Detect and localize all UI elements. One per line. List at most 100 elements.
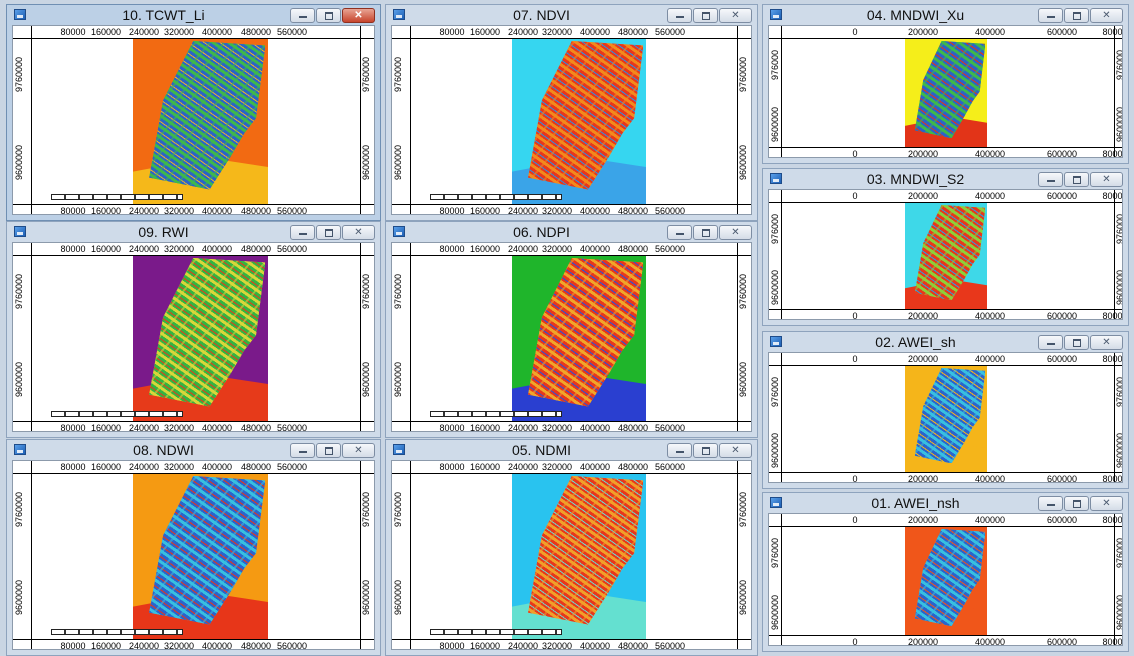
maximize-button[interactable] [1064,8,1089,23]
x-tick-label: 80000 [60,27,86,37]
minimize-button[interactable] [290,8,315,23]
map-window-rwi[interactable]: 09. RWI800001600002400003200004000004800… [6,221,381,438]
close-button[interactable] [1090,172,1123,187]
close-button[interactable] [719,225,752,240]
minimize-button[interactable] [1038,8,1063,23]
maximize-button[interactable] [1064,335,1089,350]
window-titlebar[interactable]: 06. NDPI [386,222,757,242]
map-window-ndpi[interactable]: 06. NDPI 80000160000240000320000400000480… [385,221,758,438]
axis-line [360,461,361,649]
map-view[interactable]: 0200000400000600000800000200000400000600… [768,352,1123,483]
map-view[interactable]: 80000 160000 240000 320000 400000 480000 56000… [12,460,375,650]
maximize-button[interactable] [316,225,341,240]
close-button[interactable] [719,443,752,458]
x-tick-label: 400000 [201,244,233,254]
map-window-awei_sh[interactable]: 02. AWEI_sh02000004000006000008000002000… [762,331,1129,489]
map-window-mndwi_s2[interactable]: 03. MNDWI_S20200000400000600000800000200… [762,168,1129,326]
minimize-button[interactable] [667,8,692,23]
close-button[interactable] [342,443,375,458]
axis-line [410,243,411,431]
x-tick-label: 400000 [201,641,233,650]
close-button[interactable] [342,225,375,240]
x-tick-label: 480000 [617,423,649,432]
y-tick-label-right: 9600000 [1115,433,1123,469]
minimize-button[interactable] [1038,335,1063,350]
close-button[interactable] [1090,496,1123,511]
window-titlebar[interactable]: 02. AWEI_sh [763,332,1128,352]
y-tick-label-left: 976000 [770,214,780,245]
map-window-tcwt[interactable]: 10. TCWT_Li80000160000240000320000400000… [6,4,381,221]
map-view[interactable]: 80000 160000 240000 320000 400000 480000 56000… [12,25,375,215]
x-tick-label: 480000 [240,423,272,432]
minimize-button[interactable] [667,443,692,458]
y-tick-label-right: 9600000 [738,362,748,398]
y-tick-label-left: 9760000 [14,492,24,528]
x-tick-label: 400000 [579,423,611,432]
map-view[interactable]: 80000 160000 240000 320000 400000 480000 56000… [391,242,752,432]
minimize-button[interactable] [667,225,692,240]
minimize-button[interactable] [1038,172,1063,187]
axis-line [13,38,374,39]
x-axis-labels-top: 80000 160000 240000 320000 400000 480000 56000… [392,244,751,254]
close-button[interactable] [1090,8,1123,23]
x-tick-label: 480000 [240,641,272,650]
maximize-button[interactable] [693,8,718,23]
x-tick-label: 320000 [541,244,573,254]
maximize-button[interactable] [693,225,718,240]
map-view[interactable]: 80000 160000 240000 320000 400000 480000 56000… [391,25,752,215]
map-window-ndmi[interactable]: 05. NDMI80000160000240000320000400000480… [385,439,758,656]
map-view[interactable]: 80000 160000 240000 320000 400000 480000 56000… [12,242,375,432]
x-tick-label: 600000 [1046,27,1078,37]
close-button[interactable] [1090,335,1123,350]
axis-line [737,26,738,214]
window-titlebar[interactable]: 08. NDWI [7,440,380,460]
window-controls [1038,496,1123,511]
axis-line [1114,190,1115,319]
x-tick-label: 480000 [617,27,649,37]
x-axis-labels-bottom: 0 200000 400000 600000 80000 [769,311,1122,319]
x-tick-label: 160000 [90,462,122,472]
x-tick-label: 560000 [654,423,686,432]
close-button[interactable] [719,8,752,23]
x-tick-label: 480000 [240,244,272,254]
map-window-mndwi_xu[interactable]: 04. MNDWI_Xu0200000400000600000800000200… [762,4,1129,164]
map-view[interactable]: 80000 160000 240000 320000 400000 480000 56000… [391,460,752,650]
window-controls [290,8,375,23]
x-tick-label: 320000 [163,244,195,254]
map-window-ndvi[interactable]: 07. NDVI80000160000240000320000400000480… [385,4,758,221]
minimize-button[interactable] [290,225,315,240]
map-view[interactable]: 0200000400000600000800000200000400000600… [768,25,1123,158]
map-view[interactable]: 0200000400000600000800000200000400000600… [768,513,1123,646]
y-tick-label-left: 9760000 [393,57,403,93]
x-tick-label: 200000 [907,149,939,158]
scale-bar [430,411,562,417]
y-tick-label-right: 9600000 [738,145,748,181]
x-axis-labels-bottom: 80000 160000 240000 320000 400000 480000 56000… [13,641,374,650]
map-view[interactable]: 0200000400000600000800000200000400000600… [768,189,1123,320]
window-titlebar[interactable]: 01. AWEI_nsh [763,493,1128,513]
x-tick-label: 160000 [469,641,501,650]
window-titlebar[interactable]: 07. NDVI [386,5,757,25]
window-titlebar[interactable]: 05. NDMI [386,440,757,460]
window-titlebar[interactable]: 10. TCWT_Li [7,5,380,25]
x-tick-label: 240000 [507,244,539,254]
window-titlebar[interactable]: 04. MNDWI_Xu [763,5,1128,25]
window-titlebar[interactable]: 03. MNDWI_S2 [763,169,1128,189]
maximize-button[interactable] [693,443,718,458]
map-window-icon [14,444,26,455]
window-titlebar[interactable]: 09. RWI [7,222,380,242]
x-tick-label: 240000 [128,641,160,650]
y-tick-label-right: 9600000 [361,580,371,616]
map-window-awei_nsh[interactable]: 01. AWEI_nsh0200000400000600000800000200… [762,492,1129,652]
x-tick-label: 480000 [240,27,272,37]
close-button[interactable] [342,8,375,23]
map-window-ndwi[interactable]: 08. NDWI80000160000240000320000400000480… [6,439,381,656]
maximize-button[interactable] [316,8,341,23]
maximize-button[interactable] [316,443,341,458]
axis-line [392,473,751,474]
minimize-button[interactable] [1038,496,1063,511]
maximize-button[interactable] [1064,172,1089,187]
minimize-button[interactable] [290,443,315,458]
x-tick-label: 320000 [163,462,195,472]
maximize-button[interactable] [1064,496,1089,511]
